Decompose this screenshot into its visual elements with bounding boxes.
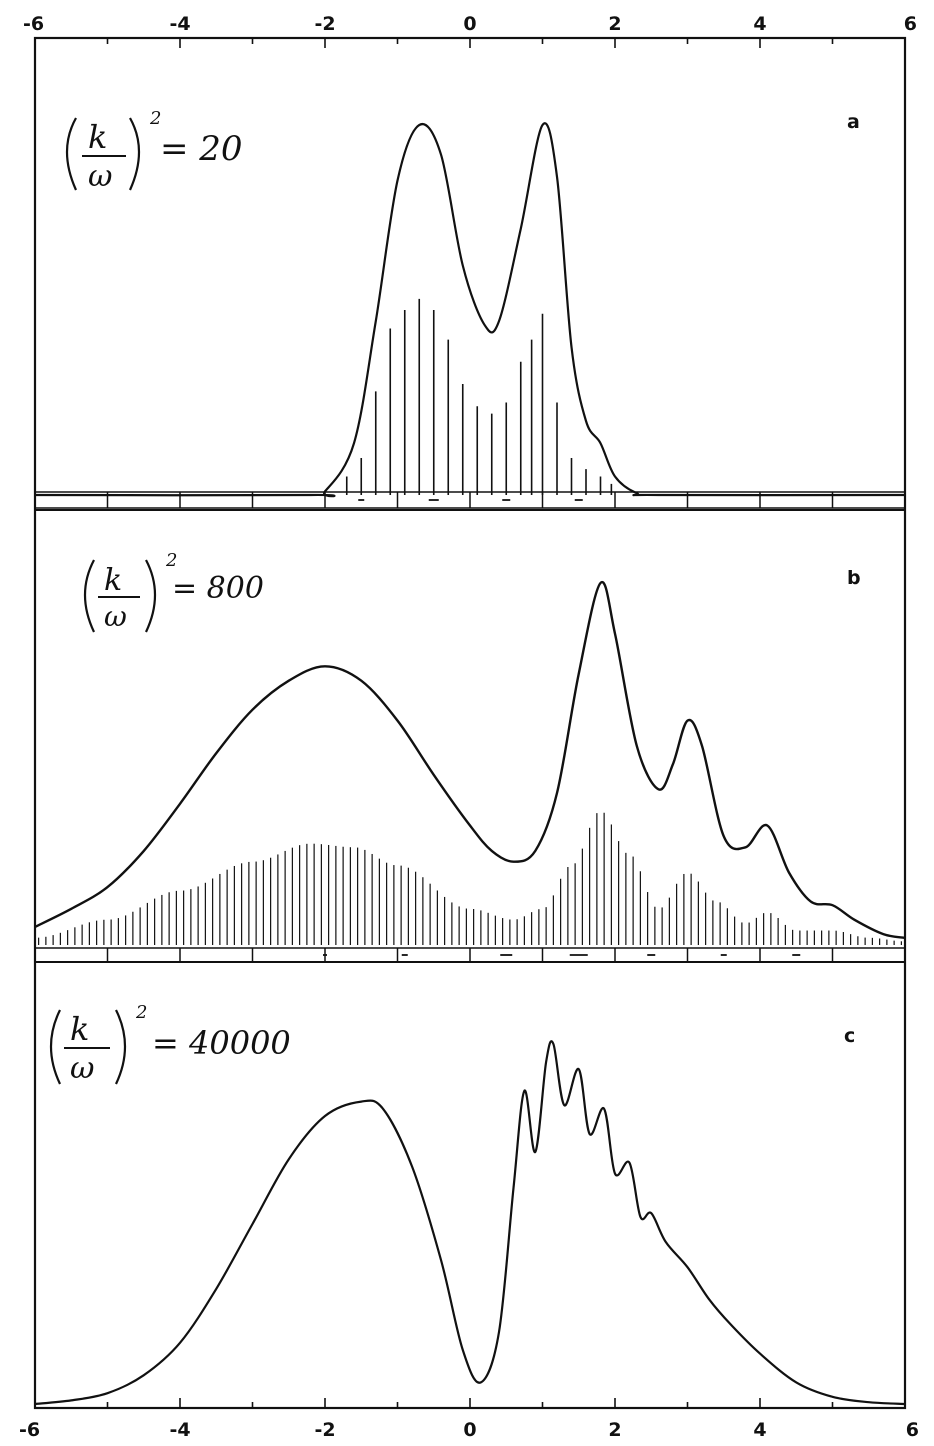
bottom-tick-label: 2: [608, 1419, 621, 1441]
annotation-b-value: = 800: [172, 571, 264, 606]
annotation-a-denominator: ω: [88, 159, 112, 194]
panel-c-annotation: k ω 2 = 40000: [50, 1002, 291, 1086]
bottom-tick-label: 0: [463, 1419, 476, 1441]
top-tick-label: 0: [463, 13, 476, 35]
top-tick-label: 2: [608, 13, 621, 35]
top-tick-label: -6: [23, 13, 44, 35]
bottom-tick-label: -6: [19, 1419, 40, 1441]
annotation-b-numerator: k: [104, 563, 122, 598]
top-tick-label: 4: [753, 13, 766, 35]
panel-a-sticks: [345, 298, 613, 495]
panel-c-envelope-curve: [34, 1040, 906, 1406]
annotation-c-exponent: 2: [135, 1002, 147, 1023]
annotation-b-exponent: 2: [165, 550, 177, 571]
annotation-c-denominator: ω: [70, 1051, 94, 1086]
x-tick-marks: [34, 38, 906, 1408]
bottom-tick-label: -4: [169, 1419, 190, 1441]
annotation-b-denominator: ω: [104, 600, 127, 633]
bottom-tick-label: 4: [753, 1419, 766, 1441]
annotation-c-value: = 40000: [152, 1024, 291, 1062]
panel-c-letter: c: [844, 1025, 855, 1047]
panel-b-annotation: k ω 2 = 800: [84, 550, 264, 633]
panel-a-annotation: k ω 2 = 20: [66, 108, 243, 194]
bottom-tick-label: -2: [314, 1419, 335, 1441]
annotation-a-numerator: k: [88, 118, 107, 156]
annotation-c-numerator: k: [70, 1010, 89, 1048]
top-x-tick-labels: -6 -4 -2 0 2 4 6: [23, 13, 917, 35]
panel-b-scale-strip: [34, 947, 906, 963]
panel-b-sticks: [38, 812, 902, 945]
annotation-a-exponent: 2: [149, 108, 161, 129]
panel-b-letter: b: [847, 567, 861, 589]
top-tick-label: -2: [314, 13, 335, 35]
panel-a-letter: a: [847, 111, 860, 133]
bottom-x-tick-labels: -6 -4 -2 0 2 4 6: [19, 1419, 919, 1441]
panel-b-envelope-curve: [34, 580, 906, 939]
annotation-a-value: = 20: [160, 129, 243, 169]
top-tick-label: -4: [169, 13, 190, 35]
figure-frame: [33, 36, 907, 1410]
panel-a-envelope-curve: [34, 122, 906, 498]
bottom-tick-label: 6: [906, 1419, 919, 1441]
top-tick-label: 6: [904, 13, 917, 35]
